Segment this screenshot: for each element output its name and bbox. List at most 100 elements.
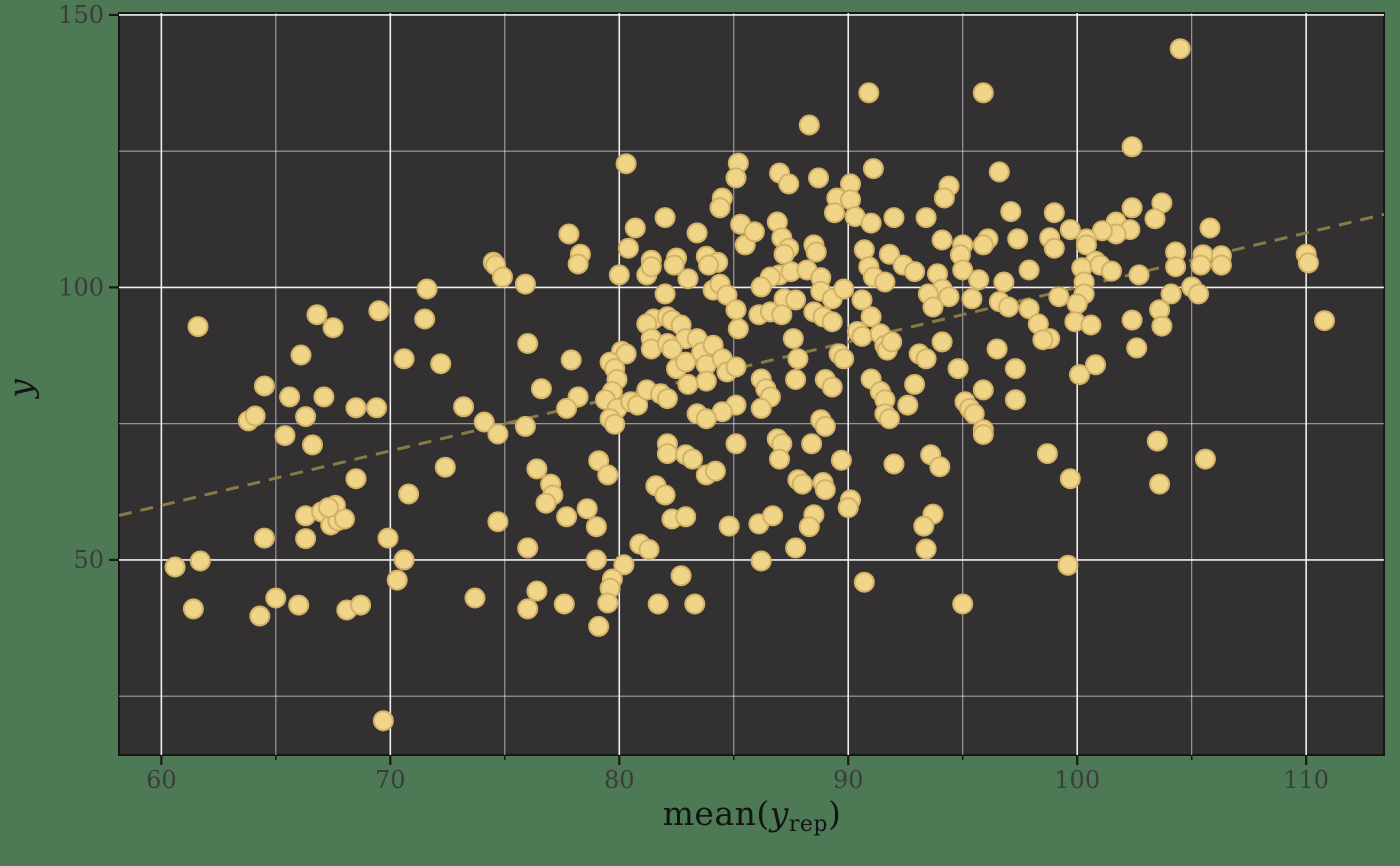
data-point	[684, 593, 706, 615]
data-point	[718, 515, 740, 537]
data-point	[453, 396, 475, 418]
data-point	[682, 448, 703, 470]
data-point	[675, 351, 697, 373]
data-point	[805, 241, 827, 263]
data-point	[915, 538, 937, 560]
data-point	[988, 161, 1010, 183]
data-points	[164, 38, 1335, 732]
data-point	[302, 434, 323, 456]
data-point	[464, 587, 486, 609]
x-axis-title: mean(yrep)	[119, 794, 1385, 837]
data-point	[821, 311, 843, 333]
data-point	[535, 492, 557, 514]
data-point	[253, 375, 275, 397]
data-point	[558, 223, 580, 245]
data-point	[686, 222, 708, 244]
data-point	[576, 498, 598, 520]
data-point	[1121, 197, 1143, 219]
data-point	[372, 710, 394, 732]
data-point	[952, 593, 974, 615]
data-point	[1146, 430, 1168, 452]
data-point	[430, 353, 452, 375]
data-point	[386, 569, 408, 591]
data-point	[968, 269, 990, 291]
data-point	[1314, 310, 1335, 332]
data-point	[725, 356, 747, 378]
data-point	[244, 405, 266, 427]
data-point	[972, 234, 994, 256]
data-point	[1297, 252, 1319, 274]
data-point	[798, 516, 820, 538]
data-point	[785, 369, 807, 390]
data-point	[617, 237, 639, 259]
data-point	[878, 243, 900, 265]
data-point	[773, 243, 795, 265]
data-point	[798, 114, 820, 136]
data-point	[487, 423, 509, 445]
data-point	[883, 453, 905, 475]
x-title-suffix: )	[828, 794, 842, 833]
data-point	[654, 207, 676, 229]
data-point	[553, 593, 575, 615]
data-point	[1210, 254, 1232, 276]
data-point	[860, 212, 882, 234]
data-point	[567, 253, 589, 275]
data-point	[1075, 234, 1097, 256]
data-point	[585, 549, 607, 571]
data-point	[393, 348, 415, 370]
data-point	[613, 554, 635, 576]
data-point	[530, 378, 552, 400]
data-point	[290, 344, 312, 366]
data-point	[814, 479, 836, 501]
data-point	[986, 338, 1008, 360]
data-point	[785, 537, 807, 559]
data-point	[904, 261, 926, 283]
data-point	[1144, 208, 1166, 230]
data-point	[961, 288, 983, 310]
data-point	[878, 408, 900, 430]
data-point	[1194, 448, 1216, 470]
data-point	[874, 271, 896, 293]
data-point	[1165, 256, 1187, 278]
data-point	[771, 304, 793, 326]
data-point	[187, 316, 209, 338]
x-tick-label: 100	[1054, 766, 1100, 794]
data-point	[322, 317, 344, 339]
y-tick-label: 50	[73, 546, 104, 574]
x-tick-label: 70	[375, 766, 406, 794]
data-point	[993, 271, 1015, 293]
data-point	[782, 328, 804, 350]
data-point	[473, 411, 495, 433]
data-point	[345, 468, 367, 490]
data-point	[1004, 358, 1026, 380]
x-tick-label: 60	[146, 766, 177, 794]
data-point	[695, 370, 717, 392]
data-point	[750, 276, 772, 298]
data-point	[434, 456, 456, 478]
data-point	[963, 403, 985, 425]
data-point	[526, 580, 548, 602]
data-point	[313, 386, 335, 408]
data-point	[295, 528, 317, 550]
data-point	[1018, 298, 1040, 320]
data-point	[913, 515, 935, 537]
data-point	[393, 549, 415, 571]
data-point	[883, 207, 905, 229]
y-axis-title: y	[0, 379, 40, 398]
data-point	[265, 587, 287, 609]
data-point	[517, 537, 539, 559]
data-point	[597, 592, 619, 614]
data-point	[972, 379, 994, 401]
data-point	[1048, 286, 1070, 308]
data-point	[1018, 259, 1040, 281]
data-point	[1190, 254, 1212, 276]
data-point	[414, 308, 436, 330]
data-point	[897, 394, 919, 416]
data-point	[345, 397, 367, 419]
data-point	[929, 456, 951, 478]
data-point	[670, 565, 692, 587]
data-point	[778, 173, 800, 195]
data-point	[1059, 219, 1081, 241]
data-point	[604, 413, 626, 435]
